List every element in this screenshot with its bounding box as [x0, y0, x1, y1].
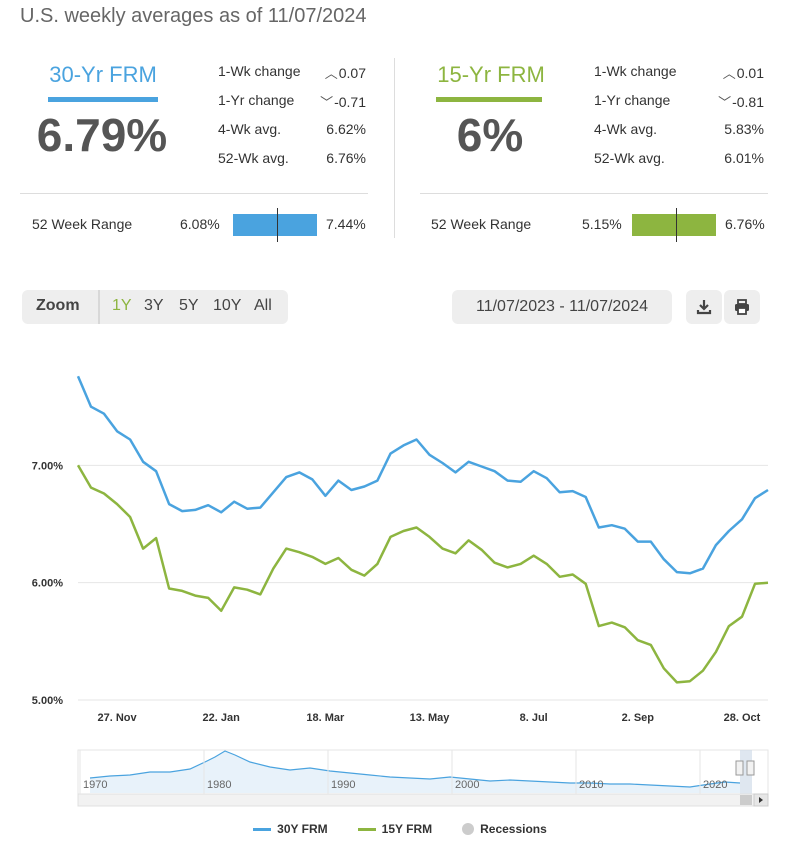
navigator-area — [90, 751, 740, 793]
card-30yr-name: 30-Yr FRM — [49, 62, 157, 87]
stat-label: 1-Yr change — [218, 92, 295, 108]
x-tick-label: 28. Oct — [724, 712, 761, 724]
stat-value: ︿0.07 — [324, 65, 366, 81]
chart-legend: 30Y FRM 15Y FRM Recessions — [0, 822, 800, 836]
stat-value: ﹀-0.81 — [718, 94, 764, 110]
scroll-right-icon — [759, 797, 763, 803]
stat-label: 1-Wk change — [594, 63, 677, 79]
zoom-1y-button[interactable]: 1Y — [112, 297, 132, 314]
range-high: 6.76% — [725, 216, 765, 232]
stat-label: 52-Wk avg. — [218, 150, 289, 166]
series-30y-line[interactable] — [76, 375, 769, 575]
y-tick-label: 7.00% — [32, 460, 63, 472]
zoom-3y-button[interactable]: 3Y — [144, 297, 164, 314]
download-button[interactable] — [686, 290, 722, 324]
range-marker — [675, 208, 677, 242]
scrollbar-thumb[interactable] — [740, 795, 752, 805]
legend-label: 30Y FRM — [277, 822, 328, 836]
card-15yr-rate: 6% — [456, 109, 524, 161]
legend-label: Recessions — [480, 822, 547, 836]
stat-value: ﹀-0.71 — [320, 94, 366, 110]
navigator-scrollbar[interactable] — [77, 793, 769, 807]
range-high: 7.44% — [326, 216, 366, 232]
stat-value: 6.76% — [326, 150, 366, 166]
chevron-up-icon: ︿ — [324, 66, 338, 81]
zoom-control: Zoom 1Y 3Y 5Y 10Y All — [22, 290, 288, 324]
zoom-separator — [98, 290, 100, 324]
range-bar — [233, 208, 317, 242]
stat-label: 1-Wk change — [218, 63, 301, 79]
stat-value: 5.83% — [724, 121, 764, 137]
range-low: 6.08% — [180, 216, 220, 232]
x-tick-label: 2. Sep — [622, 712, 655, 724]
stat-value: 6.01% — [724, 150, 764, 166]
x-tick-label: 18. Mar — [306, 712, 345, 724]
date-range-display[interactable]: 11/07/2023 - 11/07/2024 — [452, 290, 672, 324]
legend-label: 15Y FRM — [381, 822, 433, 836]
download-icon — [696, 300, 712, 315]
stat-label: 4-Wk avg. — [594, 121, 658, 137]
card-30yr-underline — [48, 97, 158, 102]
navigator-label: 2000 — [455, 779, 479, 791]
rate-chart: 5.00% 6.00% 7.00% 27. Nov 22. Jan 18. Mar 13.… — [32, 348, 769, 724]
divider — [420, 193, 768, 194]
print-button[interactable] — [724, 290, 760, 324]
range-label: 52 Week Range — [431, 216, 532, 232]
navigator-chart[interactable]: 1970 1980 1990 2000 2010 2020 — [0, 745, 800, 810]
card-15yr-underline — [436, 97, 542, 102]
divider — [20, 193, 368, 194]
stat-label: 52-Wk avg. — [594, 150, 665, 166]
stat-value: 6.62% — [326, 121, 366, 137]
range-low: 5.15% — [582, 216, 622, 232]
legend-item-recessions[interactable]: Recessions — [462, 822, 547, 836]
card-divider — [394, 58, 395, 238]
zoom-all-button[interactable]: All — [254, 297, 272, 314]
legend-line-30y — [253, 827, 272, 831]
stat-label: 4-Wk avg. — [218, 121, 282, 137]
legend-dot-recessions — [462, 823, 475, 835]
chevron-up-icon: ︿ — [722, 66, 736, 81]
navigator-handle-left[interactable] — [735, 760, 744, 776]
zoom-10y-button[interactable]: 10Y — [213, 297, 242, 314]
chevron-down-icon: ﹀ — [320, 95, 334, 110]
range-bar — [632, 208, 716, 242]
range-label: 52 Week Range — [32, 216, 133, 232]
x-tick-label: 22. Jan — [203, 712, 241, 724]
x-tick-label: 13. May — [410, 712, 451, 724]
series-15y-line[interactable] — [76, 464, 769, 684]
zoom-5y-button[interactable]: 5Y — [179, 297, 199, 314]
page-title: U.S. weekly averages as of 11/07/2024 — [20, 5, 367, 27]
x-tick-label: 8. Jul — [520, 712, 548, 724]
range-marker — [276, 208, 278, 242]
legend-item-15y[interactable]: 15Y FRM — [357, 822, 433, 836]
print-icon — [735, 299, 749, 315]
navigator-label: 1970 — [83, 779, 107, 791]
navigator-label: 2020 — [703, 779, 727, 791]
stat-label: 1-Yr change — [594, 92, 671, 108]
chevron-down-icon: ﹀ — [718, 95, 732, 110]
navigator-label: 1980 — [207, 779, 231, 791]
stat-value: ︿0.01 — [722, 65, 764, 81]
y-tick-label: 6.00% — [32, 578, 63, 590]
navigator-label: 1990 — [331, 779, 355, 791]
legend-item-30y[interactable]: 30Y FRM — [253, 822, 328, 836]
x-tick-label: 27. Nov — [97, 712, 137, 724]
navigator-handle-right[interactable] — [746, 760, 755, 776]
card-15yr-name: 15-Yr FRM — [437, 62, 545, 87]
navigator-line — [89, 750, 741, 788]
navigator-label: 2010 — [579, 779, 603, 791]
zoom-label: Zoom — [36, 297, 80, 314]
card-30yr-rate: 6.79% — [36, 109, 168, 161]
legend-line-15y — [357, 827, 376, 831]
y-tick-label: 5.00% — [32, 695, 63, 707]
